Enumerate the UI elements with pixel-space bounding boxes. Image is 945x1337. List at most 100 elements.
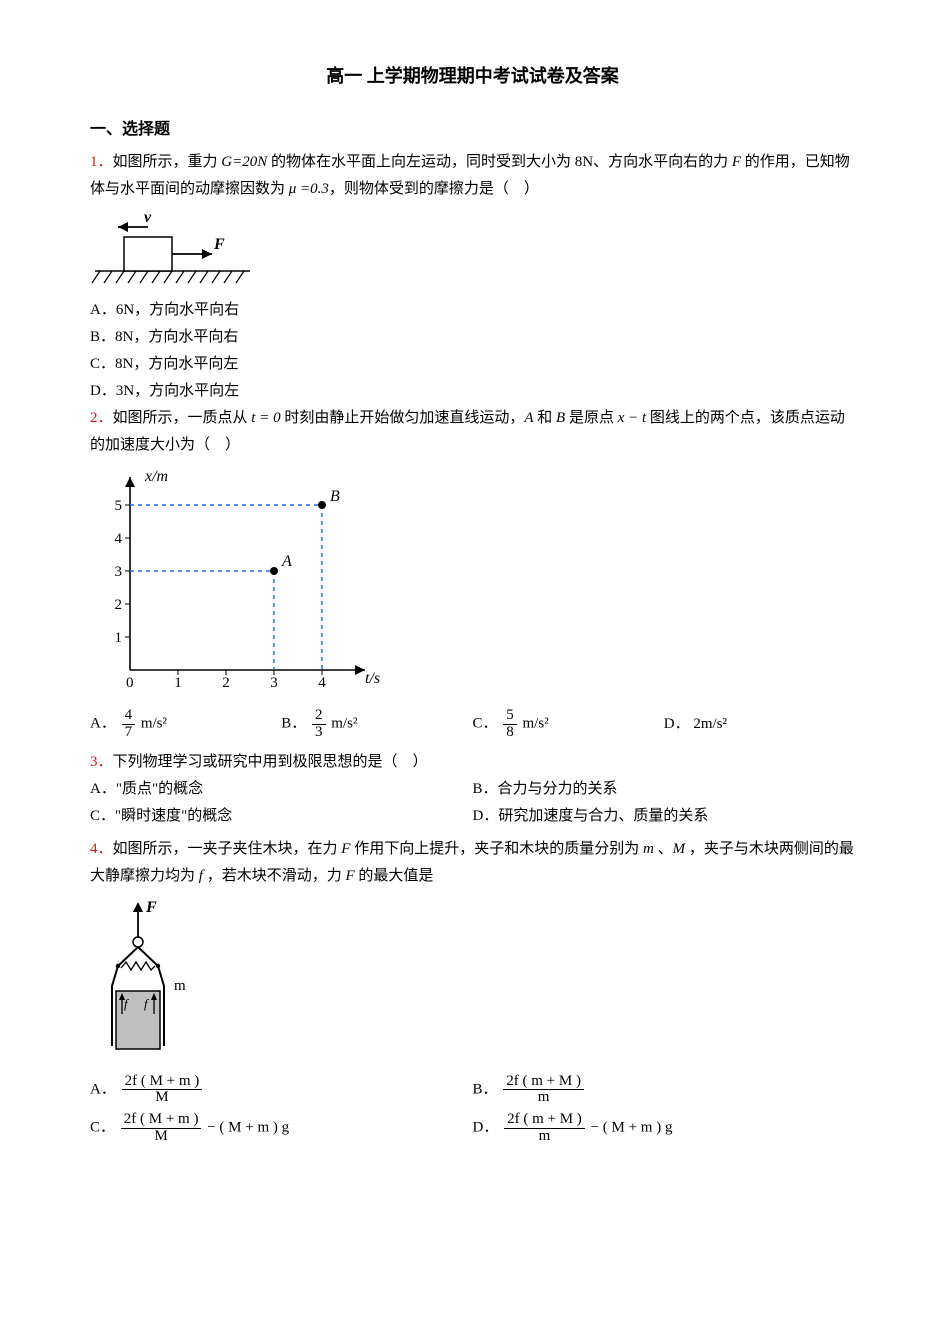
q2-point-a-label: A [281, 553, 292, 570]
svg-text:5: 5 [115, 498, 123, 514]
q1-option-a: A．6N，方向水平向右 [90, 297, 855, 324]
q4-options-row1: A． 2f ( M + m )M B． 2f ( m + M )m [90, 1074, 855, 1107]
q3-text: 下列物理学习或研究中用到极限思想的是（ ） [113, 754, 428, 770]
svg-text:2: 2 [115, 597, 123, 613]
q4-b-num: 2f ( m + M ) [503, 1074, 584, 1091]
q2-text-b: 时刻由静止开始做匀加速直线运动， [281, 410, 525, 426]
q4-figure: F f f m [90, 896, 855, 1066]
q2-number: 2． [90, 410, 113, 426]
q2-text-a: 如图所示，一质点从 [113, 410, 252, 426]
q2-point-b-label: B [330, 488, 340, 505]
q2-chart: x/m t/s 0 1 2 3 4 1 2 3 4 5 A B [90, 465, 855, 700]
q2-d-pre: D． [664, 716, 690, 732]
svg-text:1: 1 [174, 675, 182, 691]
q2-d-val: 2m/s² [693, 716, 727, 732]
q2-option-a: A． 47 m/s² [90, 708, 281, 741]
q2-c-den: 8 [503, 725, 517, 741]
q3-options-row1: A．"质点"的概念 B．合力与分力的关系 [90, 776, 855, 803]
q1-option-b: B．8N，方向水平向右 [90, 324, 855, 351]
q3-option-c: C．"瞬时速度"的概念 [90, 803, 473, 830]
q1-mu: μ =0.3 [289, 181, 329, 197]
q3-number: 3． [90, 754, 113, 770]
question-1: 1．如图所示，重力 G=20N 的物体在水平面上向左运动，同时受到大小为 8N、… [90, 149, 855, 203]
q2-b-num: 2 [312, 708, 326, 725]
q4-f-sym2: F [345, 868, 354, 884]
q3-option-d: D．研究加速度与合力、质量的关系 [473, 803, 856, 830]
q4-number: 4． [90, 841, 113, 857]
q2-text-c: 和 [534, 410, 557, 426]
q4-a-den: M [122, 1090, 203, 1106]
q4-M-sym: M [673, 841, 686, 857]
section-heading-1: 一、选择题 [90, 116, 855, 145]
q2-option-c: C． 58 m/s² [473, 708, 664, 741]
q2-text-d: 是原点 [565, 410, 618, 426]
q1-text-b: 的物体在水平面上向左运动，同时受到大小为 8N、方向水平向右的力 [267, 154, 732, 170]
q2-a-unit: m/s² [141, 716, 167, 732]
svg-text:4: 4 [318, 675, 326, 691]
q2-b-pre: B． [281, 716, 306, 732]
q1-fig-v-label: v [144, 209, 152, 226]
question-3: 3．下列物理学习或研究中用到极限思想的是（ ） [90, 749, 855, 776]
q4-d-den: m [504, 1129, 585, 1145]
q4-b-den: m [503, 1090, 584, 1106]
q2-option-d: D． 2m/s² [664, 711, 855, 738]
q4-c-tail: − ( M + m ) g [207, 1120, 289, 1136]
q1-g-expr: G=20N [221, 154, 267, 170]
q4-option-a: A． 2f ( M + m )M [90, 1074, 473, 1107]
q4-c-pre: C． [90, 1120, 115, 1136]
q4-text-c: 、 [654, 841, 673, 857]
q4-d-pre: D． [473, 1120, 499, 1136]
q3-option-b: B．合力与分力的关系 [473, 776, 856, 803]
q2-xt: x − t [618, 410, 646, 426]
q2-options: A． 47 m/s² B． 23 m/s² C． 58 m/s² D． 2m/s… [90, 708, 855, 741]
svg-text:1: 1 [115, 630, 123, 646]
q4-b-pre: B． [473, 1081, 498, 1097]
q4-option-b: B． 2f ( m + M )m [473, 1074, 856, 1107]
q4-a-pre: A． [90, 1081, 116, 1097]
q2-b-den: 3 [312, 725, 326, 741]
q2-c-num: 5 [503, 708, 517, 725]
q1-number: 1． [90, 154, 113, 170]
q3-option-a: A．"质点"的概念 [90, 776, 473, 803]
q4-options-row2: C． 2f ( M + m )M − ( M + m ) g D． 2f ( m… [90, 1112, 855, 1145]
q1-text-a: 如图所示，重力 [113, 154, 222, 170]
q4-c-num: 2f ( M + m ) [121, 1112, 202, 1129]
q4-fig-f-label: F [145, 899, 157, 916]
q4-option-d: D． 2f ( m + M )m − ( M + m ) g [473, 1112, 856, 1145]
q4-m-sym: m [643, 841, 654, 857]
q2-a-pre: A． [90, 716, 116, 732]
svg-text:0: 0 [126, 675, 134, 691]
q2-b-unit: m/s² [331, 716, 357, 732]
q2-a-num: 4 [122, 708, 136, 725]
q4-text-f: 的最大值是 [355, 868, 434, 884]
q1-f-sym: F [732, 154, 741, 170]
q1-fig-f-label: F [213, 236, 225, 253]
q1-option-d: D．3N，方向水平向左 [90, 378, 855, 405]
q3-options-row2: C．"瞬时速度"的概念 D．研究加速度与合力、质量的关系 [90, 803, 855, 830]
q4-option-c: C． 2f ( M + m )M − ( M + m ) g [90, 1112, 473, 1145]
q2-c-pre: C． [473, 716, 498, 732]
q4-d-num: 2f ( m + M ) [504, 1112, 585, 1129]
q4-text-e: ，若木块不滑动，力 [203, 868, 346, 884]
q2-ylabel: x/m [144, 468, 168, 485]
q4-fig-m-label: m [174, 978, 186, 994]
q4-c-den: M [121, 1129, 202, 1145]
q4-a-num: 2f ( M + m ) [122, 1074, 203, 1091]
q2-b-sym: B [556, 410, 565, 426]
q2-a-den: 7 [122, 725, 136, 741]
question-2: 2．如图所示，一质点从 t = 0 时刻由静止开始做匀加速直线运动，A 和 B … [90, 405, 855, 459]
q2-t0: t = 0 [251, 410, 280, 426]
q2-option-b: B． 23 m/s² [281, 708, 472, 741]
svg-text:4: 4 [115, 531, 123, 547]
q2-c-unit: m/s² [523, 716, 549, 732]
svg-text:3: 3 [270, 675, 278, 691]
q4-d-tail: − ( M + m ) g [591, 1120, 673, 1136]
question-4: 4．如图所示，一夹子夹住木块，在力 F 作用下向上提升，夹子和木块的质量分别为 … [90, 836, 855, 890]
page-title: 高一 上学期物理期中考试试卷及答案 [90, 60, 855, 92]
q2-xlabel: t/s [365, 670, 380, 687]
q2-a-sym: A [524, 410, 533, 426]
svg-text:2: 2 [222, 675, 230, 691]
q1-figure: v F [90, 209, 855, 289]
q4-text-b: 作用下向上提升，夹子和木块的质量分别为 [350, 841, 643, 857]
q4-text-a: 如图所示，一夹子夹住木块，在力 [113, 841, 342, 857]
